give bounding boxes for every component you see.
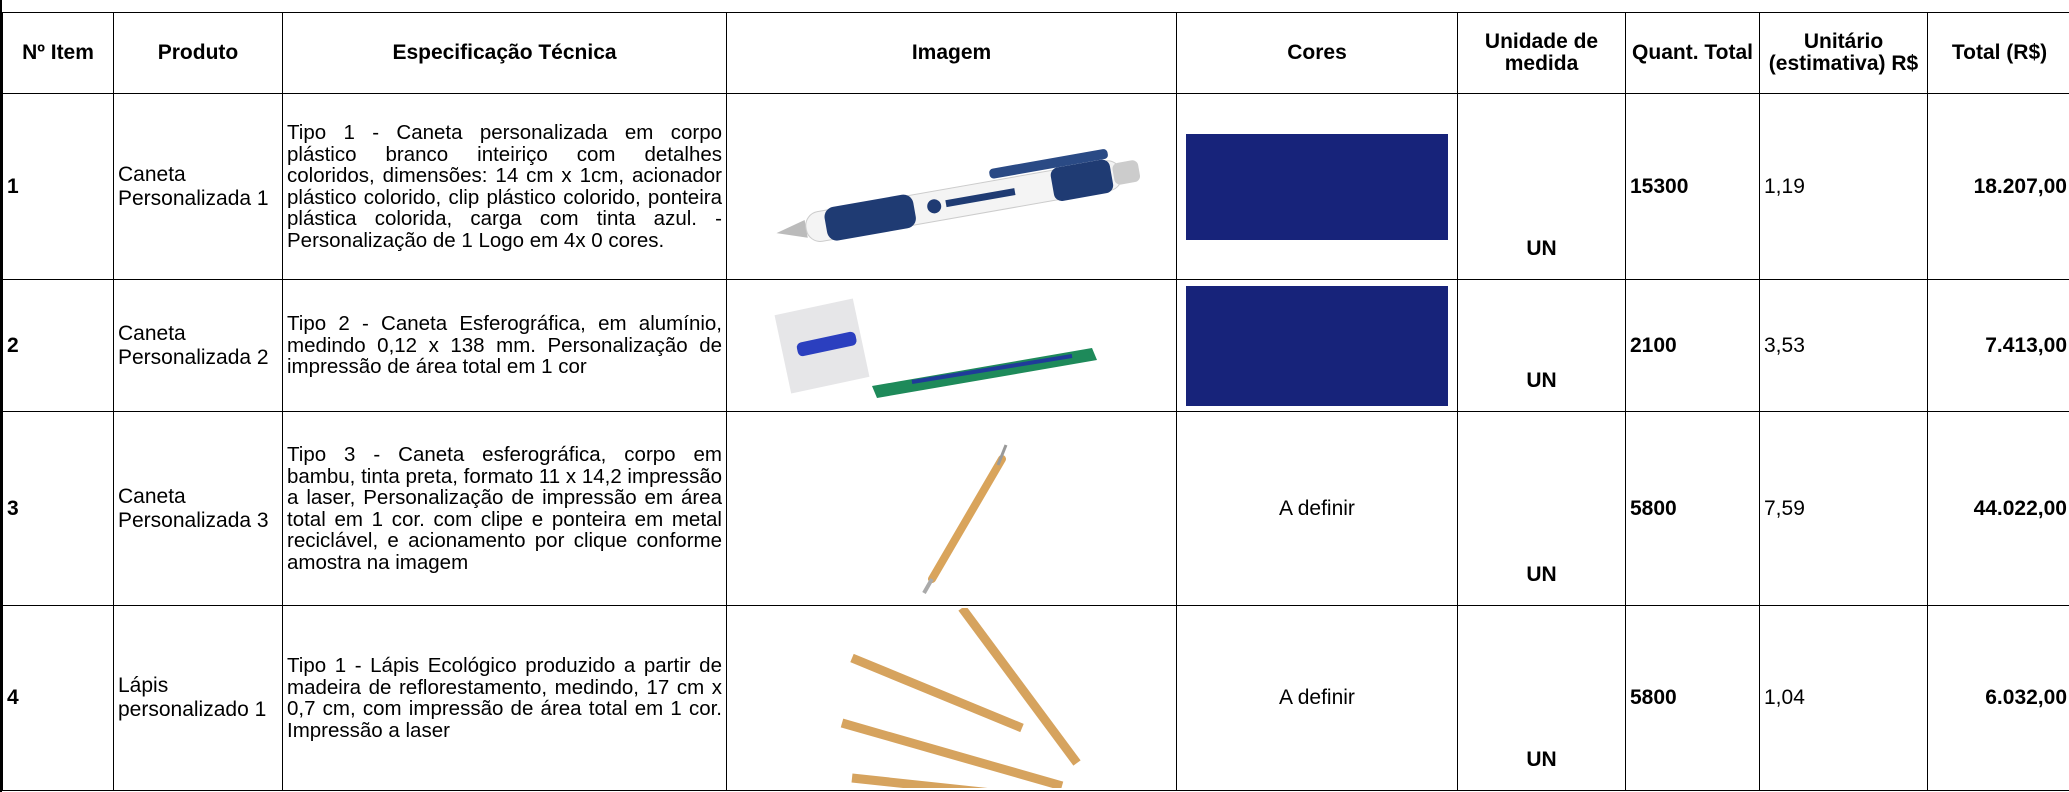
product: Lápis personalizado 1 <box>113 605 283 791</box>
unit: UN <box>1457 279 1626 412</box>
unit: UN <box>1457 93 1626 280</box>
total: 7.413,00 <box>1927 279 2069 412</box>
item: 3 <box>2 411 114 606</box>
colors: A definir <box>1176 411 1458 606</box>
unit-price: 1,04 <box>1759 605 1928 791</box>
image-cell <box>726 411 1177 606</box>
specification: Tipo 2 - Caneta Esferográfica, em alumín… <box>282 279 727 412</box>
image-cell <box>726 605 1177 791</box>
specification: Tipo 1 - Caneta personalizada em corpo p… <box>282 93 727 280</box>
specification: Tipo 1 - Lápis Ecológico produzido a par… <box>282 605 727 791</box>
header-cell: Unitário (estimativa) R$ <box>1759 12 1928 94</box>
item: 1 <box>2 93 114 280</box>
product: Caneta Personalizada 3 <box>113 411 283 606</box>
header-row: Nº Item Produto Especificação Técnica Im… <box>2 12 2069 94</box>
pen-image <box>921 443 1007 594</box>
image-cell <box>726 279 1177 412</box>
row: 3 Caneta Personalizada 3 Tipo 3 - Caneta… <box>2 411 2069 606</box>
product: Caneta Personalizada 1 <box>113 93 283 280</box>
color-swatch <box>1186 285 1448 406</box>
color-cell <box>1176 279 1458 412</box>
pen-image <box>774 298 1097 398</box>
unit-price: 7,59 <box>1759 411 1928 606</box>
product-table: Nº Item Produto Especificação Técnica Im… <box>2 12 2069 791</box>
quantity: 5800 <box>1625 605 1760 791</box>
total: 18.207,00 <box>1927 93 2069 280</box>
specification: Tipo 3 - Caneta esferográfica, corpo em … <box>282 411 727 606</box>
quantity: 2100 <box>1625 279 1760 412</box>
item: 4 <box>2 605 114 791</box>
item: 2 <box>2 279 114 412</box>
total: 6.032,00 <box>1927 605 2069 791</box>
header-cell: Cores <box>1176 12 1458 94</box>
colors: A definir <box>1176 605 1458 791</box>
header-cell: Total (R$) <box>1927 12 2069 94</box>
quantity: 15300 <box>1625 93 1760 280</box>
row: 1 Caneta Personalizada 1 Tipo 1 - Caneta… <box>2 93 2069 280</box>
unit-price: 1,19 <box>1759 93 1928 280</box>
header-cell: Especificação Técnica <box>282 12 727 94</box>
quantity: 5800 <box>1625 411 1760 606</box>
unit: UN <box>1457 411 1626 606</box>
unit: UN <box>1457 605 1626 791</box>
header-cell: Nº Item <box>2 12 114 94</box>
unit-price: 3,53 <box>1759 279 1928 412</box>
header-cell: Quant. Total <box>1625 12 1760 94</box>
total: 44.022,00 <box>1927 411 2069 606</box>
header-cell: Unidade de medida <box>1457 12 1626 94</box>
row: 2 Caneta Personalizada 2 Tipo 2 - Caneta… <box>2 279 2069 412</box>
pen-image <box>775 148 1140 242</box>
image-cell <box>726 93 1177 280</box>
color-cell <box>1176 93 1458 280</box>
header-cell: Produto <box>113 12 283 94</box>
row: 4 Lápis personalizado 1 Tipo 1 - Lápis E… <box>2 605 2069 791</box>
header-cell: Imagem <box>726 12 1177 94</box>
product: Caneta Personalizada 2 <box>113 279 283 412</box>
color-swatch <box>1186 133 1448 240</box>
pencil-image <box>840 608 1081 788</box>
